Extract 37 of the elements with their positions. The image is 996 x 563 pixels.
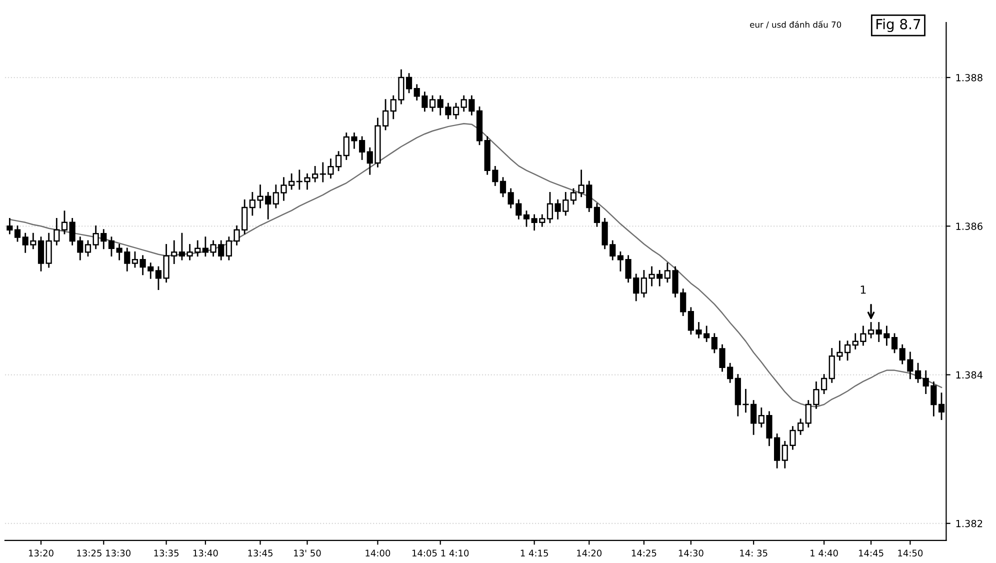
candlestick (452, 102, 460, 120)
candlestick (108, 236, 115, 257)
x-tick-label: 13:20 (28, 550, 54, 556)
x-tick-label: 13:45 (248, 550, 272, 556)
x-tick-label: 13:40 (193, 550, 218, 556)
candlestick (84, 240, 92, 257)
x-tick-label: 14:25 (632, 550, 656, 556)
x-tick-label: 13:25 13:30 (77, 550, 130, 556)
y-tick-label: 1.382 (956, 520, 982, 528)
y-tick-label: 1.386 (956, 222, 982, 230)
x-tick-label: 14:50 (898, 550, 923, 556)
annotation: Fig 8.7 (876, 18, 920, 32)
x-tick-label: 14:20 (577, 550, 602, 556)
candlestick (868, 322, 874, 338)
x-tick-label: 14:05 1 4:10 (412, 550, 469, 556)
x-tick-label: 14: 35 (740, 550, 768, 556)
candlestick (523, 210, 530, 227)
x-tick-label: 14:30 (678, 550, 704, 556)
candlestick (914, 362, 922, 383)
y-tick-label: 1.388 (956, 74, 982, 82)
x-tick-label: 13' 50 (294, 550, 321, 556)
candlestick (14, 225, 21, 242)
candlestick (891, 333, 898, 354)
x-tick-label: 1 4:15 (520, 550, 548, 556)
x-tick-label: 13:35 (154, 550, 179, 556)
annotation: 1 (860, 286, 866, 294)
chart-title: eur / usd đánh dấu 70 (750, 20, 842, 28)
y-tick-label: 1.384 (956, 371, 983, 379)
candlestick (6, 218, 13, 234)
x-tick-label: 14:45 (859, 550, 884, 556)
candlestick (500, 177, 506, 198)
candlestick (61, 210, 68, 234)
candlestick (38, 236, 44, 272)
x-tick-label: 14:00 (366, 550, 390, 556)
candlestick (429, 95, 436, 112)
candlestick (546, 192, 554, 224)
x-tick-label: 1 4:40 (810, 550, 838, 556)
